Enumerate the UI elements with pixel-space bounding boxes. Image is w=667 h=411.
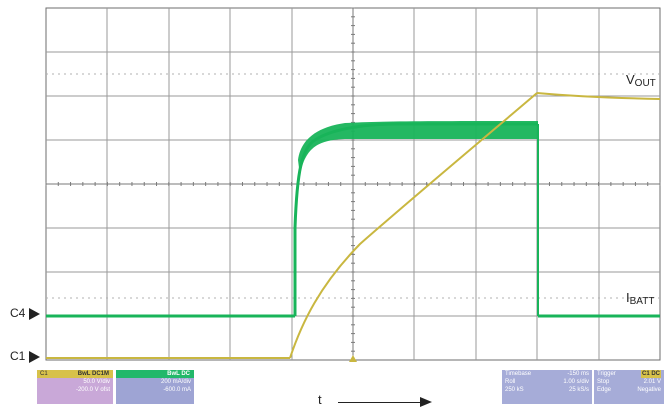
trigger-title: Trigger: [597, 371, 616, 377]
timebase-title: Timebase: [505, 371, 532, 377]
ibatt-label-main: I: [626, 290, 630, 305]
c4-offset: -600.0 mA: [163, 387, 191, 393]
timebase-rate: 25 kS/s: [568, 387, 589, 393]
channel-c1-text: C1: [10, 349, 26, 363]
ibatt-label-sub: BATT: [629, 296, 655, 307]
c1-readout-name: C1: [40, 371, 48, 377]
c1-readout-line1: 50.0 V/div: [37, 378, 113, 386]
timebase-sdiv: 1.00 s/div: [563, 379, 589, 385]
vout-label-sub: OUT: [634, 78, 656, 89]
channel-label-c4: C4: [10, 306, 40, 320]
c1-offset: -200.0 V ofst: [75, 387, 110, 393]
trigger-readout[interactable]: Trigger C1 DC Stop 2.01 V Edge Negative: [594, 370, 664, 404]
vout-trace: [46, 92, 661, 359]
trigger-row3: Edge Negative: [594, 386, 664, 394]
trigger-marker-icon: [349, 355, 357, 362]
timebase-value: -150 ms: [567, 371, 589, 377]
vout-label-main: V: [626, 72, 635, 87]
c1-readout-header: C1 BwL DC1M: [37, 370, 113, 378]
c4-readout-bw: BwL DC: [167, 371, 190, 377]
vout-label: VOUT: [626, 72, 656, 89]
timebase-roll: Roll: [505, 379, 516, 385]
c4-readout-header: BwL DC: [116, 370, 194, 378]
axis-ticks: [45, 7, 661, 352]
c1-vdiv: 50.0 V/div: [83, 379, 110, 385]
c1-readout-line2: -200.0 V ofst: [37, 386, 113, 394]
ibatt-plateau-band: [298, 121, 538, 176]
trigger-mode: Stop: [597, 379, 610, 385]
ibatt-label: IBATT: [626, 290, 655, 307]
trigger-type: Edge: [597, 387, 612, 393]
ibatt-step-up: [293, 122, 538, 316]
c4-adiv: 200 mA/div: [160, 379, 191, 385]
c1-readout[interactable]: C1 BwL DC1M 50.0 V/div -200.0 V ofst: [37, 370, 113, 404]
trigger-row2: Stop 2.01 V: [594, 378, 664, 386]
trigger-slope: Negative: [637, 387, 661, 393]
channel-label-c1: C1: [10, 349, 40, 363]
timebase-readout[interactable]: Timebase -150 ms Roll 1.00 s/div 250 kS 25 …: [502, 370, 592, 404]
vout-decay: [536, 92, 661, 100]
timebase-row1: Timebase -150 ms: [502, 370, 592, 378]
c1-readout-bw: BwL DC1M: [77, 371, 109, 377]
c4-readout[interactable]: BwL DC 200 mA/div -600.0 mA: [116, 370, 194, 404]
channel-c1-arrow-icon: [28, 350, 40, 363]
time-arrow-icon: [338, 402, 422, 403]
timebase-row3: 250 kS 25 kS/s: [502, 386, 592, 394]
channel-c4-text: C4: [10, 306, 26, 320]
trigger-row1: Trigger C1 DC: [594, 370, 664, 378]
time-axis-text: t: [318, 392, 322, 407]
timebase-samples: 250 kS: [505, 387, 524, 393]
channel-c4-arrow-icon: [28, 307, 40, 320]
c4-readout-line1: 200 mA/div: [116, 378, 194, 386]
trigger-badge: C1 DC: [640, 370, 661, 378]
ibatt-trace: [46, 121, 660, 318]
time-axis-label: t: [318, 392, 322, 407]
trigger-level: 2.01 V: [643, 379, 661, 385]
time-arrowhead-icon: [420, 397, 432, 407]
c4-readout-line2: -600.0 mA: [116, 386, 194, 394]
vout-rise: [289, 92, 538, 359]
timebase-row2: Roll 1.00 s/div: [502, 378, 592, 386]
